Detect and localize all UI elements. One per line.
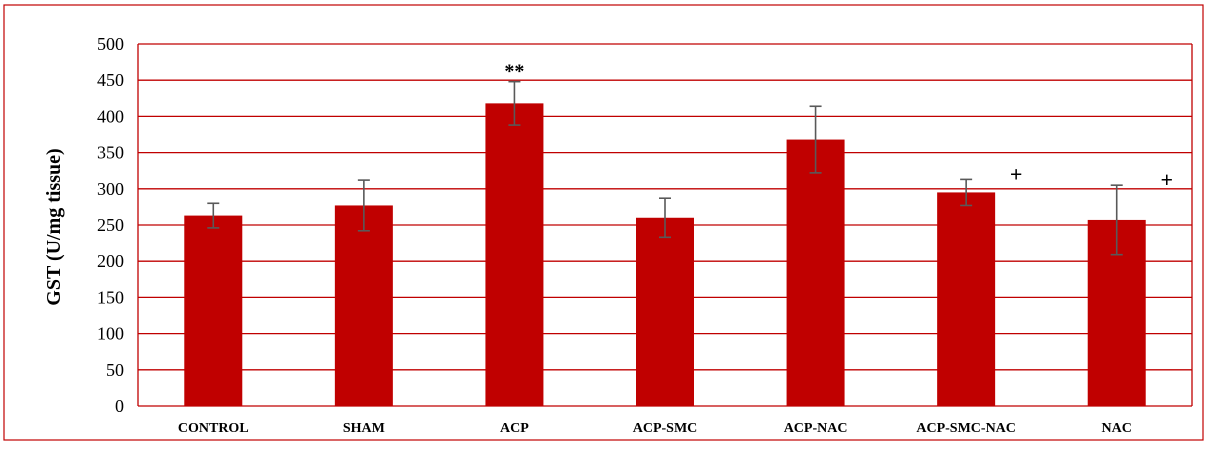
significance-annotation: +: [1160, 167, 1173, 192]
y-tick-label: 400: [97, 106, 124, 126]
x-tick-label: ACP-NAC: [784, 421, 848, 436]
x-tick-label: CONTROL: [178, 421, 249, 436]
x-tick-label: ACP-SMC: [633, 421, 698, 436]
y-tick-label: 500: [97, 34, 124, 54]
y-tick-label: 150: [97, 287, 124, 307]
bar-acp-smc: [636, 217, 694, 406]
y-tick-label: 200: [97, 251, 124, 271]
chart-border: [3, 4, 1204, 441]
y-tick-label: 100: [97, 324, 124, 344]
y-tick-label: 0: [115, 396, 124, 416]
bar-acp-nac: [786, 139, 845, 406]
y-tick-label: 300: [97, 179, 124, 199]
error-bars: [207, 80, 1123, 256]
x-tick-label: ACP: [500, 421, 529, 436]
x-tick-label: ACP-SMC-NAC: [916, 421, 1016, 436]
bar-acp-smc-nac: [937, 192, 996, 406]
bar-acp: [485, 103, 544, 407]
y-axis-label: GST (U/mg tissue): [43, 148, 65, 305]
y-tick-label: 250: [97, 215, 124, 235]
annotations: ** + +: [504, 61, 1173, 193]
x-tick-label: SHAM: [343, 421, 385, 436]
y-axis-ticks: 0 50 100 150 200 250 300 350 400 450 500: [97, 34, 124, 416]
y-tick-label: 50: [106, 360, 124, 380]
significance-annotation: **: [504, 61, 524, 83]
x-tick-label: NAC: [1102, 421, 1132, 436]
bar-sham: [334, 205, 393, 406]
y-tick-label: 450: [97, 70, 124, 90]
bar-control: [184, 215, 243, 406]
y-tick-label: 350: [97, 143, 124, 163]
x-axis-ticks: CONTROL SHAM ACP ACP-SMC ACP-NAC ACP-SMC-NAC N…: [178, 421, 1132, 436]
significance-annotation: +: [1010, 161, 1023, 186]
bars: [184, 103, 1146, 407]
